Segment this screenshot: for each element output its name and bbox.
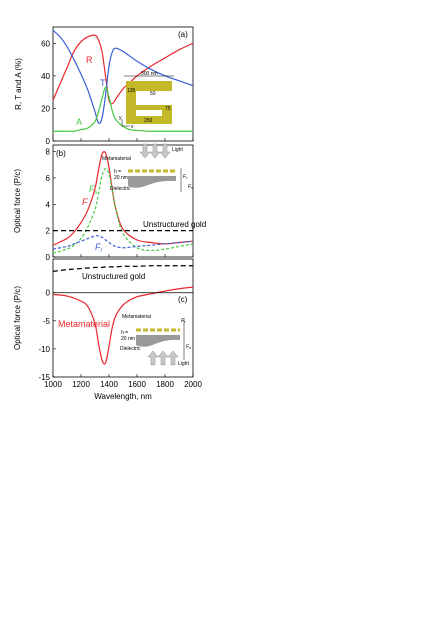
h-label-c: h = xyxy=(121,330,128,336)
panel-a-label: (a) xyxy=(178,30,188,39)
x-tick-label: 1800 xyxy=(156,380,174,389)
x-tick-label: 1400 xyxy=(100,380,118,389)
force-r-label-b: Fr xyxy=(183,174,188,180)
unstructured-gold-label-c: Unstructured gold xyxy=(82,272,145,281)
inset-width-label: 300 nm xyxy=(141,71,158,77)
inset-bottom-label: 250 xyxy=(144,118,153,124)
panel-b-xticks xyxy=(52,254,194,257)
series-line-metamaterial xyxy=(52,286,194,365)
series-label-A: A xyxy=(76,117,82,127)
series-label-F: F xyxy=(82,197,88,207)
light-label-c: Light xyxy=(178,361,189,367)
panel-c-frame xyxy=(52,258,194,378)
x-tick-label: 1200 xyxy=(72,380,90,389)
x-tick-label: 1600 xyxy=(128,380,146,389)
y-tick-label: 0 xyxy=(46,137,51,146)
panel-c-ylabel: Optical force (P/c) xyxy=(13,286,22,350)
panel-b-series xyxy=(52,151,194,254)
panel-a-ylabel: R, T and A (%) xyxy=(14,58,23,110)
inset-gap-label: 75 xyxy=(165,106,171,112)
panel-b-label: (b) xyxy=(56,149,66,158)
series-label-Fs: Fs xyxy=(89,184,98,196)
panel-c-xlabel: Wavelength, nm xyxy=(94,392,152,401)
panel-c-xticks: 1000 1200 1400 1600 1800 2000 xyxy=(44,374,202,389)
panel-b-ylabel: Optical force (P/c) xyxy=(13,169,22,233)
panel-a-xticks xyxy=(52,138,194,141)
y-tick-label: -15 xyxy=(38,373,50,382)
h-value-c: 20 nm xyxy=(121,336,135,342)
y-tick-label: 40 xyxy=(41,72,50,81)
inset-side-label: 135 xyxy=(127,88,136,94)
panel-c-label: (c) xyxy=(178,295,188,304)
dielectric-label-b: Dielectric xyxy=(110,186,131,192)
y-tick-label: 2 xyxy=(46,227,51,236)
y-tick-label: 6 xyxy=(46,174,51,183)
h-value-b: 20 nm xyxy=(114,175,128,181)
unit-cell-inset: 300 nm 50 75 250 135 y x xyxy=(119,71,174,130)
series-line-unstructured-gold xyxy=(52,265,193,272)
y-tick-label: 0 xyxy=(46,253,51,262)
series-line-fr xyxy=(52,235,194,250)
y-tick-label: -5 xyxy=(43,317,51,326)
inset-diagram-b: Light Metamaterial h = 20 nm Dielectric … xyxy=(102,143,193,192)
unstructured-gold-label-b: Unstructured gold xyxy=(143,220,206,229)
y-tick-label: 20 xyxy=(41,104,50,113)
panel-b-frame xyxy=(52,144,194,258)
x-tick-label: 1000 xyxy=(44,380,62,389)
series-label-Fr: Fr xyxy=(95,242,104,254)
series-line-f xyxy=(52,151,194,246)
x-tick-label: 2000 xyxy=(184,380,202,389)
force-r-label-c: Fr xyxy=(181,318,186,324)
y-tick-label: 8 xyxy=(46,148,51,157)
y-tick-label: 60 xyxy=(41,39,50,48)
y-tick-label: 4 xyxy=(46,200,51,209)
panel-a-frame xyxy=(52,26,194,142)
series-line-a xyxy=(52,86,193,132)
metamaterial-label-b: Metamaterial xyxy=(102,156,131,162)
series-label-T: T xyxy=(100,78,106,88)
y-tick-label: -10 xyxy=(38,345,50,354)
series-label-R: R xyxy=(86,55,93,65)
light-label-b: Light xyxy=(172,147,183,153)
dielectric-label-c: Dielectric xyxy=(120,346,141,352)
series-label-metamaterial: Metamaterial xyxy=(58,319,110,329)
panel-a-series xyxy=(52,29,194,132)
force-s-label-b: Fs xyxy=(188,184,193,190)
inset-y-axis: y xyxy=(119,115,122,121)
panel-a-yticks: 0 20 40 60 xyxy=(41,39,56,146)
inset-bar-label: 50 xyxy=(150,91,156,97)
inset-x-axis: x xyxy=(131,124,134,130)
series-line-t xyxy=(52,29,194,125)
y-tick-label: 0 xyxy=(46,289,51,298)
series-line-fs xyxy=(52,168,194,254)
h-label-b: h = xyxy=(114,169,121,175)
metamaterial-label-c: Metamaterial xyxy=(122,314,151,320)
force-s-label-c: Fs xyxy=(186,344,191,350)
inset-diagram-c: Metamaterial h = 20 nm Dielectric Light … xyxy=(120,314,191,367)
panel-c-series xyxy=(52,265,194,365)
